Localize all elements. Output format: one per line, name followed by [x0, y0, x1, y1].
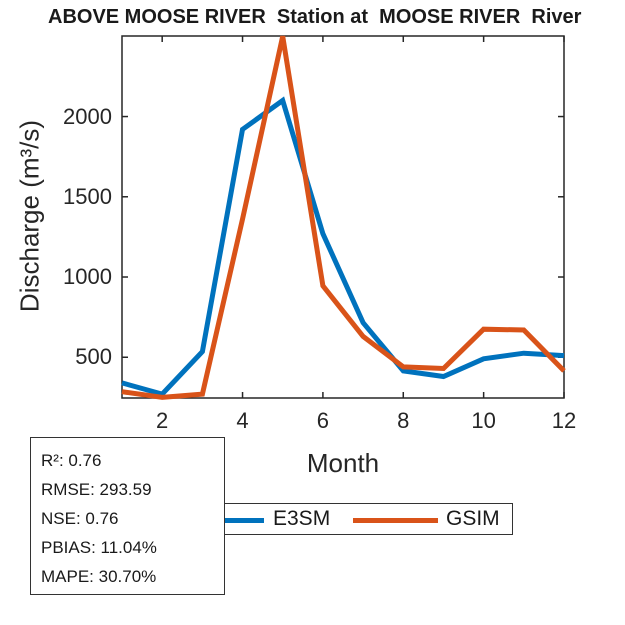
y-tick-label: 1000: [63, 264, 112, 289]
stats-nse: NSE: 0.76: [41, 509, 119, 528]
stats-r2: R²: 0.76: [41, 451, 102, 470]
stats-mape: MAPE: 30.70%: [41, 567, 157, 586]
x-tick-label: 10: [471, 408, 496, 433]
x-axis-label: Month: [306, 448, 380, 478]
x-tick-label: 2: [156, 408, 169, 433]
y-tick-label: 500: [75, 344, 112, 370]
plot-border: [121, 35, 565, 399]
axis-ticks: [122, 36, 565, 398]
y-tick-label: 2000: [63, 103, 112, 129]
stats-rmse: RMSE: 293.59: [41, 480, 152, 499]
e3sm-line: [121, 96, 565, 397]
x-tick-label: 12: [551, 408, 577, 433]
legend: E3SM GSIM: [170, 503, 513, 535]
x-tick-label: 8: [397, 408, 410, 433]
y-tick-label: 1500: [63, 183, 112, 209]
e3sm-legend-label: E3SM: [273, 507, 331, 530]
gsim-legend-swatch: [353, 517, 438, 523]
stats-pbias: PBIAS: 11.04%: [41, 538, 157, 557]
x-tick-label: 6: [316, 408, 330, 433]
gsim-line: [121, 35, 566, 400]
gsim-legend-label: GSIM: [446, 507, 500, 530]
stats-box: R²: 0.76 RMSE: 293.59 NSE: 0.76 PBIAS: 1…: [30, 437, 225, 595]
x-tick-label: 4: [236, 408, 249, 433]
chart-title: ABOVE MOOSE RIVER Station at MOOSE RIVER…: [48, 6, 582, 28]
